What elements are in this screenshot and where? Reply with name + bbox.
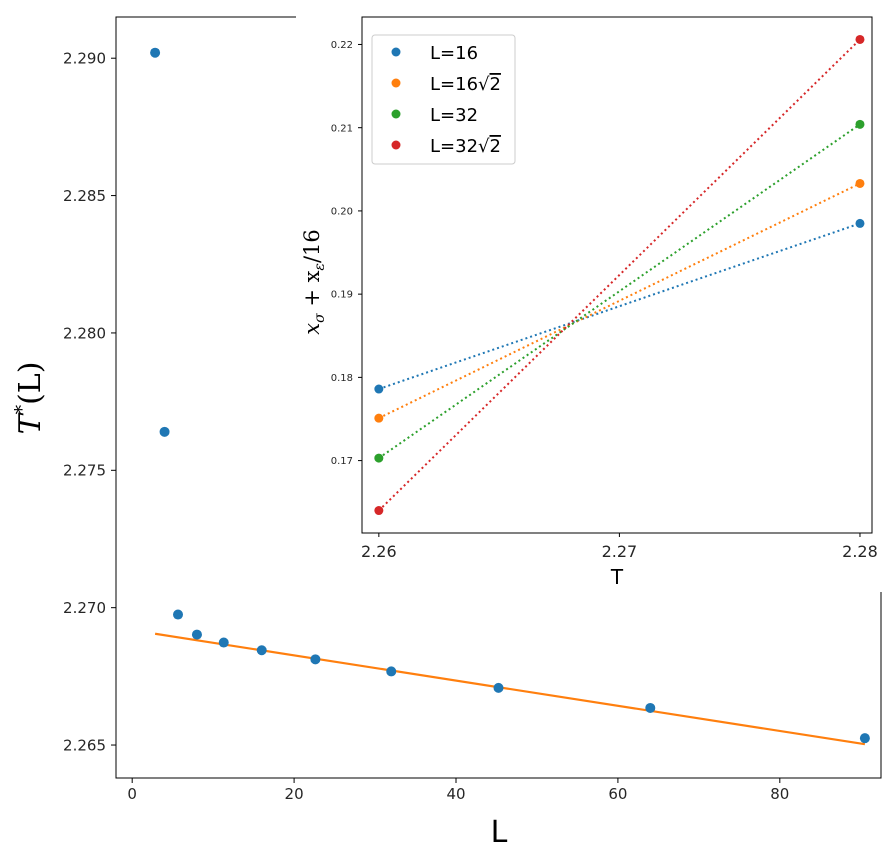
main-x-axis: 0 20 40 60 80	[127, 778, 789, 803]
y-tick-label: 0.17	[331, 456, 353, 467]
x-tick-label: 2.27	[602, 542, 638, 561]
inset-y-axis: 0.17 0.18 0.19 0.20 0.21 0.22	[331, 40, 362, 467]
y-tick-label: 2.280	[63, 324, 106, 342]
legend-label: L=16	[430, 43, 478, 64]
inset-plot-area	[374, 34, 865, 516]
x-tick-label: 60	[608, 785, 627, 803]
y-tick-label: 0.19	[331, 290, 353, 301]
x-tick-label: 2.26	[361, 542, 397, 561]
x-tick-label: 0	[127, 785, 137, 803]
legend-label: L=16√2	[430, 74, 501, 95]
data-point	[645, 702, 656, 713]
legend-marker	[391, 47, 401, 57]
fit-line	[154, 632, 866, 746]
inset-y-axis-label: xσ + xε/16	[300, 229, 328, 335]
x-tick-label: 40	[446, 785, 465, 803]
data-point	[218, 637, 229, 648]
y-tick-label: 0.21	[331, 123, 353, 134]
legend-marker	[391, 109, 401, 119]
legend-box	[371, 34, 516, 165]
main-y-axis: 2.265 2.270 2.275 2.280 2.285 2.290	[63, 50, 116, 754]
y-tick-label: 0.18	[331, 373, 353, 384]
data-point	[191, 629, 202, 640]
y-tick-label: 2.285	[63, 187, 106, 205]
series-point	[855, 119, 865, 129]
series-point	[855, 218, 865, 228]
data-point	[150, 47, 161, 58]
legend-marker	[391, 78, 401, 88]
y-tick-label: 0.22	[331, 40, 353, 51]
series-point	[855, 178, 865, 188]
legend-label: L=32	[430, 105, 478, 126]
inset-x-axis-label: T	[610, 565, 624, 589]
x-tick-label: 80	[770, 785, 789, 803]
y-tick-label: 0.20	[331, 207, 353, 218]
data-point	[173, 609, 184, 620]
main-y-axis-label: T*(L)	[11, 362, 48, 435]
series-line	[378, 182, 861, 420]
data-point	[256, 645, 267, 656]
y-tick-label: 2.290	[63, 50, 106, 68]
x-tick-label: 2.28	[842, 542, 878, 561]
series-line	[378, 38, 861, 512]
x-tick-label: 20	[285, 785, 304, 803]
y-tick-label: 2.265	[63, 736, 106, 754]
series-point	[374, 506, 384, 516]
data-point	[310, 654, 321, 665]
y-tick-label: 2.270	[63, 599, 106, 617]
y-tick-label: 2.275	[63, 462, 106, 480]
series-point	[374, 413, 384, 423]
data-point	[859, 733, 870, 744]
series-point	[374, 453, 384, 463]
data-point	[386, 666, 397, 677]
main-x-axis-label: L	[491, 815, 508, 850]
series-point	[374, 384, 384, 394]
series-point	[855, 34, 865, 44]
data-point	[159, 426, 170, 437]
data-point	[493, 682, 504, 693]
inset-legend: L=16 L=16√2 L=32 L=32√2	[371, 34, 516, 165]
legend-marker	[391, 140, 401, 150]
main-plot-area	[150, 47, 870, 746]
legend-label: L=32√2	[430, 136, 501, 157]
inset-x-axis: 2.26 2.27 2.28	[361, 533, 878, 561]
